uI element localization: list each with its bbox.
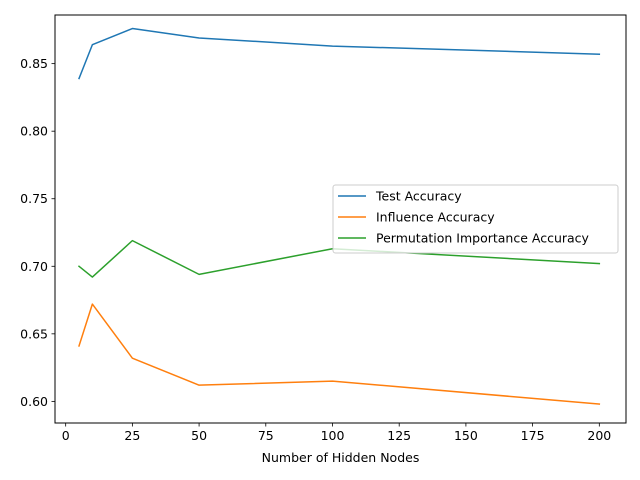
- legend-label-1: Influence Accuracy: [376, 210, 495, 225]
- legend-label-0: Test Accuracy: [375, 189, 462, 204]
- y-tick-label: 0.60: [20, 394, 48, 409]
- series-line-0: [78, 27, 601, 80]
- x-axis-label: Number of Hidden Nodes: [262, 450, 420, 465]
- plot-frame: [54, 14, 627, 424]
- legend-label-2: Permutation Importance Accuracy: [376, 231, 590, 246]
- legend: Test Accuracy Influence Accuracy Permutati…: [332, 184, 619, 254]
- legend-box: [332, 184, 619, 254]
- x-tick-label: 50: [191, 428, 207, 443]
- x-tick-label: 75: [258, 428, 274, 443]
- x-tick-label: 200: [587, 428, 611, 443]
- x-tick-label: 0: [62, 428, 70, 443]
- x-axis: 0 25 50 75 100 125 150 175 200: [62, 423, 611, 443]
- y-tick-label: 0.65: [20, 326, 48, 341]
- x-tick-label: 175: [521, 428, 545, 443]
- x-tick-label: 25: [124, 428, 140, 443]
- y-tick-label: 0.75: [20, 191, 48, 206]
- x-tick-label: 125: [387, 428, 411, 443]
- x-tick-label: 150: [454, 428, 478, 443]
- y-tick-label: 0.70: [20, 259, 48, 274]
- y-tick-label: 0.80: [20, 124, 48, 139]
- series-line-1: [78, 303, 601, 405]
- y-axis: 0.60 0.65 0.70 0.75 0.80 0.85: [20, 56, 55, 409]
- x-tick-label: 100: [321, 428, 345, 443]
- y-tick-label: 0.85: [20, 56, 48, 71]
